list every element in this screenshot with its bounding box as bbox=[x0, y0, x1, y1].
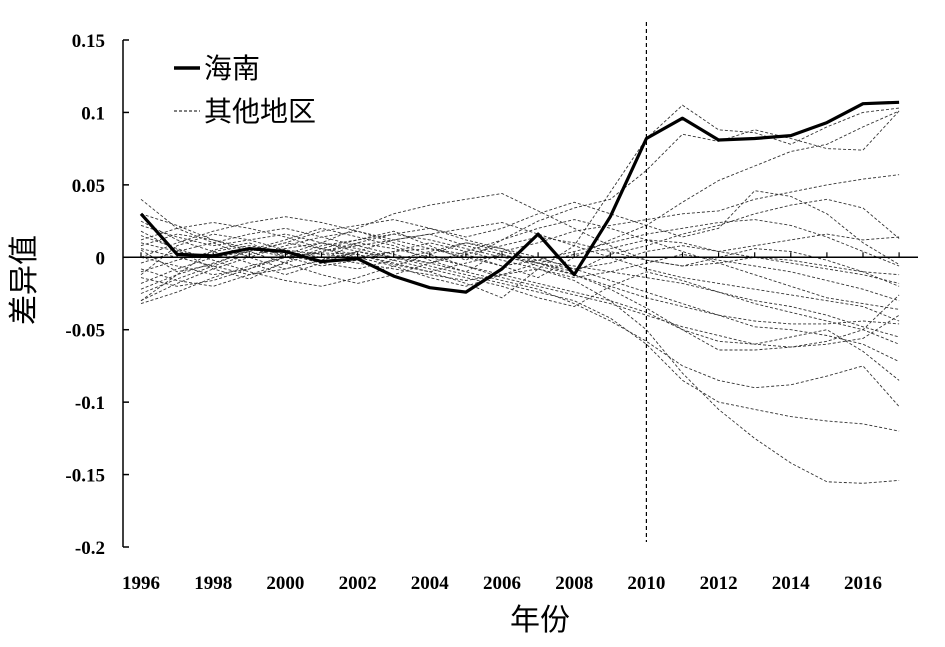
series-other-region-line bbox=[140, 193, 900, 287]
legend-label-others: 其他地区 bbox=[204, 95, 316, 128]
y-tick-label: -0.05 bbox=[65, 321, 105, 342]
x-tick-label: 2000 bbox=[266, 573, 304, 594]
series-other-region-line bbox=[140, 245, 900, 484]
y-tick-label: 0.1 bbox=[81, 103, 105, 124]
x-tick-label: 2014 bbox=[772, 573, 811, 594]
series-other-region-line bbox=[140, 190, 900, 290]
x-tick-label: 2012 bbox=[700, 573, 738, 594]
x-tick-label: 2004 bbox=[411, 573, 450, 594]
series-other-region-line bbox=[140, 248, 900, 432]
series-other-region-line bbox=[140, 110, 900, 280]
x-axis-title: 年份 bbox=[510, 603, 570, 638]
series-other-region-line bbox=[140, 242, 900, 381]
y-tick-label: 0 bbox=[96, 248, 106, 269]
series-other-region-line bbox=[140, 233, 900, 287]
series-other-region-line bbox=[140, 220, 900, 325]
series-other-region-line bbox=[140, 104, 900, 302]
y-axis-ticks: 0.15 0.1 0.05 0 -0.05 -0.1 -0.15 -0.2 bbox=[65, 31, 129, 559]
legend-label-hainan: 海南 bbox=[204, 52, 260, 85]
x-axis-ticks: 1996 1998 2000 2002 2004 2006 2008 2010 2012 2014… bbox=[122, 252, 900, 594]
x-tick-label: 2010 bbox=[627, 573, 665, 594]
series-other-region-line bbox=[140, 213, 900, 302]
series-other-region-line bbox=[140, 222, 900, 287]
x-tick-label: 1998 bbox=[194, 573, 232, 594]
series-other-region-line bbox=[140, 216, 900, 267]
x-tick-label: 1996 bbox=[122, 573, 160, 594]
series-other-region-line bbox=[140, 174, 900, 273]
x-tick-label: 2008 bbox=[555, 573, 593, 594]
other-regions-series-group bbox=[140, 104, 900, 484]
y-tick-label: -0.1 bbox=[75, 393, 105, 414]
y-tick-label: -0.2 bbox=[75, 538, 105, 559]
y-tick-label: 0.15 bbox=[72, 31, 105, 52]
axes bbox=[122, 40, 918, 547]
series-other-region-line bbox=[140, 236, 900, 294]
series-other-region-line bbox=[140, 235, 900, 363]
series-other-region-line bbox=[140, 242, 900, 351]
series-other-region-line bbox=[140, 227, 900, 407]
series-other-region-line bbox=[140, 224, 900, 345]
y-axis-title: 差异值 bbox=[7, 235, 42, 325]
legend: 海南 其他地区 bbox=[174, 52, 316, 128]
series-other-region-line bbox=[140, 198, 900, 273]
y-tick-label: -0.15 bbox=[65, 466, 105, 487]
series-other-region-line bbox=[140, 222, 900, 322]
x-tick-label: 2002 bbox=[339, 573, 377, 594]
y-tick-label: 0.05 bbox=[72, 176, 105, 197]
x-tick-label: 2016 bbox=[844, 573, 882, 594]
x-tick-label: 2006 bbox=[483, 573, 521, 594]
series-hainan-line bbox=[139, 100, 900, 294]
